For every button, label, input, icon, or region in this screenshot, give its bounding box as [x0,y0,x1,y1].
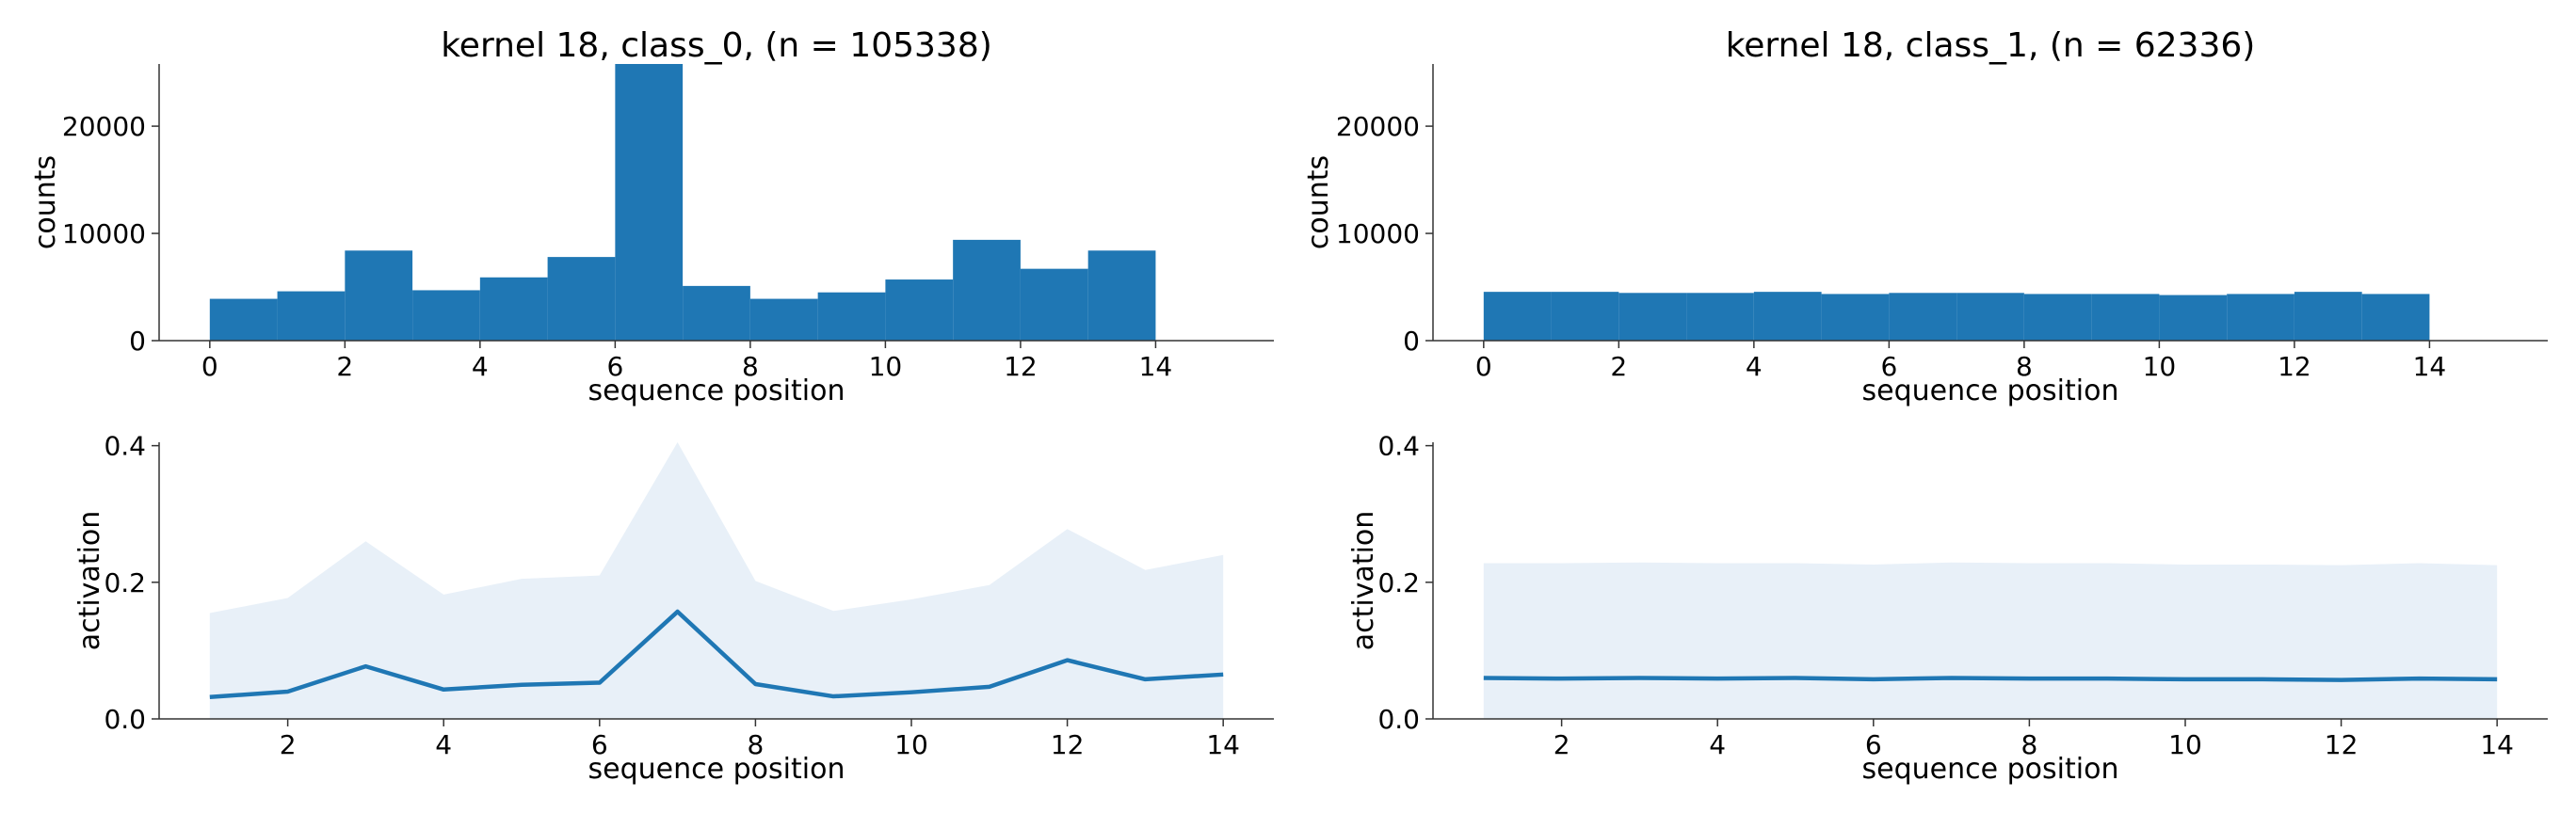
histogram-bar [209,298,278,341]
chart-title-class-0: kernel 18, class_0, (n = 105338) [441,26,992,65]
y-axis-label-class-0: counts [29,155,62,249]
x-tick-label: 10 [2168,729,2202,760]
x-tick-label: 6 [606,351,623,382]
histogram-bar [412,290,480,341]
y-tick-label: 10000 [62,218,146,249]
histogram-bar [1020,268,1088,341]
x-tick-label: 10 [869,351,903,382]
y-axis-label-activation-1: activation [1347,511,1380,651]
y-tick-label: 0.4 [1377,431,1420,462]
histogram-class-1: kernel 18, class_1, (n = 62336) sequence… [1302,26,2548,407]
y-tick-label: 0 [1403,326,1420,357]
y-tick-label: 20000 [1336,111,1420,142]
x-tick-label: 8 [2021,729,2037,760]
x-tick-label: 14 [1206,729,1240,760]
histogram-bar [1087,250,1156,341]
histogram-bar [683,285,750,341]
x-tick-label: 12 [2325,729,2359,760]
histogram-bar [2227,294,2294,341]
x-tick-label: 12 [2278,351,2311,382]
y-tick-label: 0.4 [104,431,146,462]
histogram-bar [2294,292,2362,341]
x-tick-label: 14 [2413,351,2447,382]
histogram-bar [547,257,616,341]
histogram-bar [2091,294,2160,341]
x-tick-label: 8 [742,351,759,382]
histogram-bar [1686,293,1754,341]
histogram-bar [1618,293,1687,341]
activation-band [1483,562,2498,719]
histogram-bar [1821,294,1890,341]
activation-plot-class-1: sequence position activation 2 4 6 8 10 12 14 0… [1347,431,2548,786]
y-axis-label-activation-0: activation [73,511,106,651]
histogram-bar [479,277,548,341]
x-tick-label: 14 [2480,729,2514,760]
histogram-bar [345,250,413,341]
y-tick-label: 0.0 [104,704,146,735]
x-axis-label-class-0: sequence position [588,375,845,407]
chart-title-class-1: kernel 18, class_1, (n = 62336) [1726,26,2256,65]
y-tick-label: 0.0 [1377,704,1420,735]
histogram-bar [1956,293,2024,341]
histogram-bar [1551,292,1619,341]
x-tick-label: 12 [1051,729,1085,760]
x-tick-label: 12 [1004,351,1038,382]
y-axis-label-class-1: counts [1302,155,1335,249]
x-tick-label: 0 [1475,351,1492,382]
histogram-bar [2361,294,2430,341]
x-tick-label: 2 [1554,729,1570,760]
histogram-bar [749,298,818,341]
x-tick-label: 2 [280,729,297,760]
x-tick-label: 6 [1865,729,1882,760]
x-tick-label: 10 [2143,351,2177,382]
x-axis-label-class-1: sequence position [1862,375,2119,407]
y-tick-label: 0.2 [104,567,146,598]
x-tick-label: 2 [1610,351,1627,382]
histogram-bar [885,279,954,341]
x-tick-label: 4 [435,729,452,760]
y-tick-label: 20000 [62,111,146,142]
x-tick-label: 10 [894,729,928,760]
activation-plot-class-0: sequence position activation 2 4 6 8 10 12 14 0… [73,431,1274,786]
y-tick-label: 10000 [1336,218,1420,249]
histogram-bar [817,292,886,341]
x-tick-label: 0 [201,351,218,382]
x-tick-label: 8 [747,729,764,760]
histogram-bar [1753,292,1822,341]
x-tick-label: 6 [591,729,608,760]
histogram-bar [953,239,1021,341]
histogram-bar [277,291,346,341]
histogram-bar [2023,294,2092,341]
x-tick-label: 8 [2016,351,2033,382]
x-tick-label: 4 [472,351,489,382]
x-tick-label: 4 [1746,351,1763,382]
x-tick-label: 14 [1139,351,1173,382]
x-tick-label: 6 [1880,351,1897,382]
histogram-class-0: kernel 18, class_0, (n = 105338) sequenc… [29,26,1274,407]
histogram-bar [615,64,684,341]
y-tick-label: 0 [129,326,146,357]
y-tick-label: 0.2 [1377,567,1420,598]
histogram-bar [2159,295,2228,341]
x-axis-label-activation-1: sequence position [1862,753,2119,786]
activation-band [209,442,1224,719]
histogram-bar [1889,293,1957,341]
histogram-bar [1483,292,1552,341]
activation-line [209,609,1224,700]
x-axis-label-activation-0: sequence position [588,753,845,786]
x-tick-label: 2 [336,351,353,382]
activation-line [1483,676,2498,682]
x-tick-label: 4 [1709,729,1726,760]
